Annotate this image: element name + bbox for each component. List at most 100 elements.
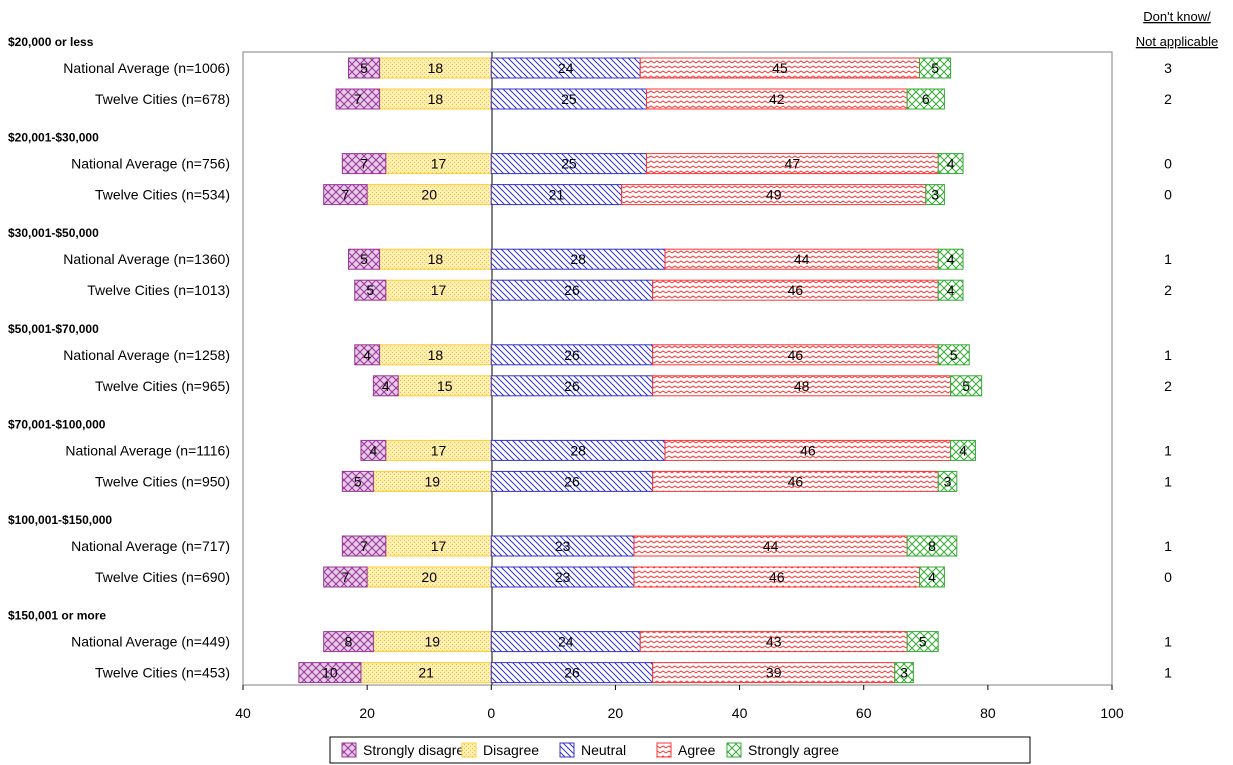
data-label-neutral: 24 [558, 60, 574, 76]
data-label-strongly-agree: 3 [944, 473, 952, 489]
row-label: National Average (n=717) [71, 538, 230, 554]
data-label-disagree: 19 [425, 634, 441, 650]
group-label: $20,000 or less [8, 35, 94, 49]
legend-label-strongly-agree: Strongly agree [748, 742, 839, 758]
dont-know-value: 0 [1164, 187, 1172, 203]
x-tick-label: 20 [359, 705, 375, 721]
bar-segment-strongly-disagree [298, 662, 362, 684]
data-label-strongly-disagree: 7 [360, 156, 368, 172]
data-label-strongly-agree: 3 [900, 665, 908, 681]
data-label-neutral: 26 [564, 473, 580, 489]
dont-know-value: 1 [1164, 538, 1172, 554]
data-label-agree: 43 [766, 634, 782, 650]
data-label-strongly-disagree: 5 [360, 60, 368, 76]
data-label-strongly-disagree: 8 [345, 634, 353, 650]
data-label-disagree: 20 [421, 187, 437, 203]
dont-know-header-line-2: Not applicable [1136, 34, 1218, 49]
data-label-disagree: 19 [425, 473, 441, 489]
legend-label-neutral: Neutral [581, 742, 626, 758]
bar-row: National Average (n=756) 17 7 25 47 4 0 [71, 153, 1172, 175]
data-label-strongly-disagree: 4 [382, 378, 390, 394]
legend-label-agree: Agree [678, 742, 716, 758]
data-label-neutral: 26 [564, 282, 580, 298]
data-label-neutral: 23 [555, 569, 571, 585]
row-label: National Average (n=1360) [63, 251, 230, 267]
bar-row: Twelve Cities (n=453) 21 10 26 39 3 1 [95, 662, 1172, 684]
bar-row: National Average (n=1258) 18 4 26 46 5 1 [63, 344, 1172, 366]
dont-know-value: 0 [1164, 569, 1172, 585]
data-label-neutral: 21 [549, 187, 565, 203]
data-label-neutral: 24 [558, 634, 574, 650]
group-label: $30,001-$50,000 [8, 226, 99, 240]
row-label: Twelve Cities (n=453) [95, 665, 230, 681]
legend-swatch-agree [656, 742, 672, 758]
dont-know-header-line-1: Don't know/ [1143, 9, 1211, 24]
bar-segment-strongly-agree [906, 535, 958, 557]
data-label-strongly-agree: 5 [962, 378, 970, 394]
bar-segment-strongly-disagree [323, 184, 368, 206]
bar-segment-strongly-disagree [335, 88, 381, 110]
legend-label-strongly-disagree: Strongly disagree [363, 742, 472, 758]
bar-segment-strongly-agree [894, 662, 914, 684]
data-label-agree: 47 [785, 156, 801, 172]
bar-segment-strongly-agree [925, 184, 945, 206]
data-label-neutral: 23 [555, 538, 571, 554]
plot-area [242, 51, 1113, 686]
data-label-agree: 46 [788, 473, 804, 489]
bar-segment-strongly-agree [937, 344, 970, 366]
data-label-neutral: 26 [564, 665, 580, 681]
data-label-strongly-agree: 8 [928, 538, 936, 554]
data-label-neutral: 25 [561, 91, 577, 107]
bar-row: Twelve Cities (n=1013) 17 5 26 46 4 2 [87, 279, 1172, 301]
bar-segment-strongly-agree [906, 631, 939, 653]
dont-know-value: 2 [1164, 91, 1172, 107]
bar-segment-strongly-disagree [360, 439, 387, 461]
data-label-strongly-disagree: 4 [363, 347, 371, 363]
bar-segment-strongly-disagree [323, 566, 368, 588]
bar-segment-strongly-agree [950, 439, 976, 461]
bar-segment-strongly-disagree [372, 375, 399, 397]
data-label-disagree: 18 [428, 60, 444, 76]
data-label-agree: 44 [763, 538, 779, 554]
bar-segment-strongly-disagree [354, 344, 381, 366]
bar-row: National Average (n=449) 19 8 24 43 5 1 [71, 631, 1172, 653]
row-label: Twelve Cities (n=965) [95, 378, 230, 394]
group-label: $100,001-$150,000 [8, 513, 112, 527]
bar-row: Twelve Cities (n=678) 18 7 25 42 6 2 [95, 88, 1172, 110]
dont-know-value: 1 [1164, 442, 1172, 458]
bar-row: Twelve Cities (n=950) 19 5 26 46 3 1 [95, 470, 1172, 492]
bar-segment-strongly-agree [919, 566, 945, 588]
data-label-strongly-disagree: 5 [354, 473, 362, 489]
data-label-neutral: 28 [570, 442, 586, 458]
dont-know-value: 1 [1164, 473, 1172, 489]
bar-row: Twelve Cities (n=690) 20 7 23 46 4 0 [95, 566, 1172, 588]
row-label: National Average (n=1006) [63, 60, 230, 76]
dont-know-value: 1 [1164, 251, 1172, 267]
legend-swatch-strongly-agree [726, 742, 742, 758]
row-label: Twelve Cities (n=1013) [87, 282, 230, 298]
data-label-agree: 46 [788, 347, 804, 363]
data-label-agree: 48 [794, 378, 810, 394]
bar-row: National Average (n=1116) 17 4 28 46 4 1 [65, 439, 1172, 461]
data-label-strongly-disagree: 4 [369, 442, 377, 458]
data-label-neutral: 26 [564, 378, 580, 394]
data-label-strongly-agree: 4 [928, 569, 936, 585]
data-label-disagree: 21 [418, 665, 434, 681]
data-label-neutral: 26 [564, 347, 580, 363]
data-label-agree: 44 [794, 251, 810, 267]
dont-know-value: 3 [1164, 60, 1172, 76]
data-label-agree: 45 [772, 60, 788, 76]
data-label-disagree: 18 [428, 91, 444, 107]
bar-segment-strongly-agree [937, 279, 964, 301]
bar-segment-strongly-disagree [354, 279, 387, 301]
data-label-strongly-disagree: 5 [360, 251, 368, 267]
row-label: National Average (n=756) [71, 156, 230, 172]
dont-know-value: 2 [1164, 378, 1172, 394]
group-label: $150,001 or more [8, 609, 106, 623]
data-label-strongly-disagree: 7 [354, 91, 362, 107]
dont-know-header: Don't know/ Not applicable [1136, 9, 1218, 49]
group-label: $50,001-$70,000 [8, 322, 99, 336]
data-label-strongly-disagree: 7 [342, 187, 350, 203]
group-label: $70,001-$100,000 [8, 417, 106, 431]
bar-rows: $20,000 or less National Average (n=1006)… [8, 35, 1172, 684]
